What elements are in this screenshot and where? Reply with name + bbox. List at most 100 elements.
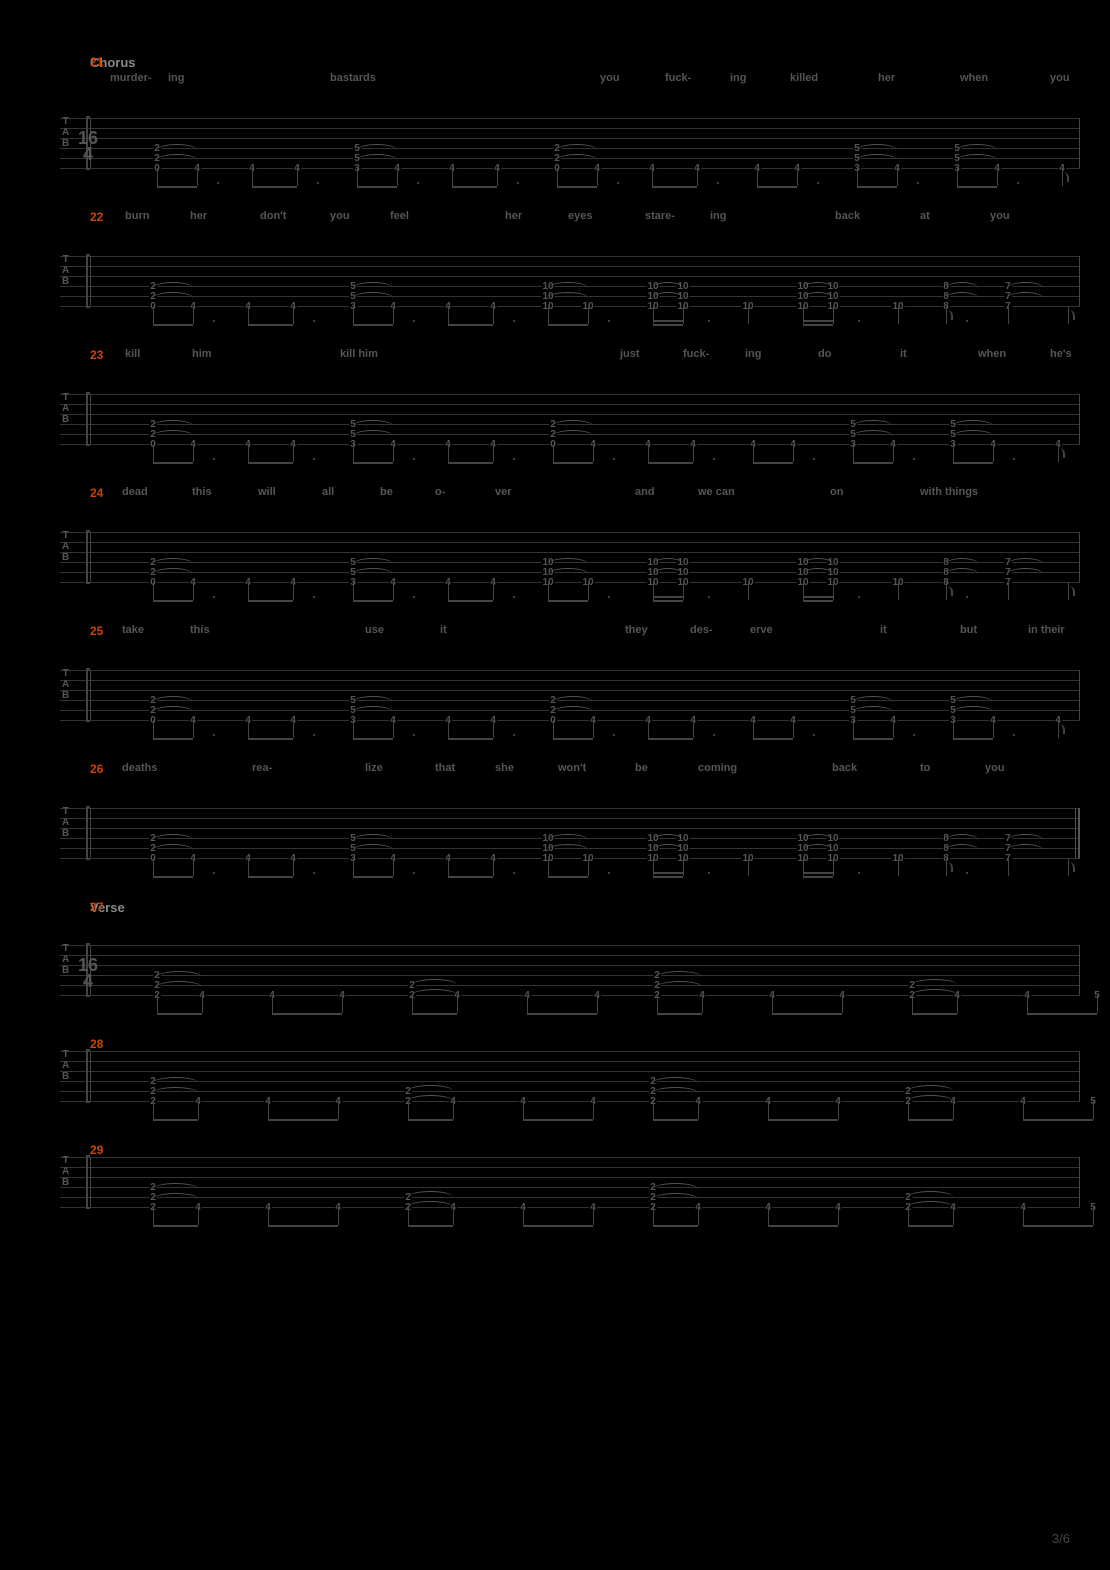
lyric-word: lize bbox=[365, 762, 383, 774]
time-signature: 164 bbox=[78, 957, 98, 989]
tab-staff: TAB16422044455344422044444553455344 bbox=[60, 104, 1080, 182]
lyric-word: be bbox=[380, 486, 393, 498]
lyric-word: she bbox=[495, 762, 514, 774]
section-label: Chorus bbox=[90, 55, 1080, 70]
tab-clef: TAB bbox=[62, 1155, 69, 1188]
lyric-word: rea- bbox=[252, 762, 272, 774]
lyric-word: it bbox=[900, 348, 907, 360]
tab-staff: TAB1642224442244422244422445 bbox=[60, 931, 1080, 1009]
measure-22: burn her don't you feel her eyes stare-ing back a… bbox=[30, 210, 1080, 320]
tab-clef: TAB bbox=[62, 1049, 69, 1082]
lyric-word: we can bbox=[698, 486, 735, 498]
lyric-word: this bbox=[190, 624, 210, 636]
lyric-word: ing bbox=[730, 72, 747, 84]
lyric-word: ing bbox=[168, 72, 185, 84]
tab-clef: TAB bbox=[62, 530, 69, 563]
lyric-row: killhimkill himjustfuck-ingdoitwhenhe's bbox=[90, 348, 1080, 364]
tab-staff: TAB2204445534441010101010101010101010101… bbox=[60, 794, 1080, 872]
page-number: 3/6 bbox=[1052, 1531, 1070, 1546]
bar-number: 27 bbox=[90, 900, 103, 914]
lyric-word: fuck- bbox=[683, 348, 709, 360]
lyric-word: kill him bbox=[340, 348, 378, 360]
measure-21: Chorus murder-ing bastards you fuck-ing kille… bbox=[30, 55, 1080, 182]
lyric-word: erve bbox=[750, 624, 773, 636]
lyric-word: they bbox=[625, 624, 648, 636]
tab-page: Chorusmurder-ingbastardsyoufuck-ingkille… bbox=[0, 0, 1110, 1221]
bar-number: 25 bbox=[90, 624, 103, 638]
tab-staff: TAB2204445534441010101010101010101010101… bbox=[60, 242, 1080, 320]
lyric-word: it bbox=[880, 624, 887, 636]
lyric-word: all bbox=[322, 486, 334, 498]
lyric-word: and bbox=[635, 486, 655, 498]
lyric-word: dead bbox=[122, 486, 148, 498]
lyric-word: stare- bbox=[645, 210, 675, 222]
measure-24: deadthiswillallbeo-verandwe canonwith th… bbox=[30, 486, 1080, 596]
lyric-word: back bbox=[835, 210, 860, 222]
lyric-word: ing bbox=[710, 210, 727, 222]
tab-staff: TAB22044455344422044444553455344 bbox=[60, 656, 1080, 734]
tab-staff: TAB2224442244422244422445 bbox=[60, 1037, 1080, 1115]
lyric-word: when bbox=[960, 72, 988, 84]
lyric-word: use bbox=[365, 624, 384, 636]
lyric-word: you bbox=[985, 762, 1005, 774]
bar-number: 21 bbox=[90, 55, 103, 69]
measure-25: takethisuseittheydes-erveitbutin their25… bbox=[30, 624, 1080, 734]
bar-number: 26 bbox=[90, 762, 103, 776]
lyric-word: deaths bbox=[122, 762, 157, 774]
lyric-word: murder- bbox=[110, 72, 152, 84]
tab-clef: TAB bbox=[62, 392, 69, 425]
lyric-word: when bbox=[978, 348, 1006, 360]
tab-clef: TAB bbox=[62, 806, 69, 839]
lyric-word: it bbox=[440, 624, 447, 636]
bar-number: 24 bbox=[90, 486, 103, 500]
lyric-word: her bbox=[505, 210, 522, 222]
measure-29: 29TAB2224442244422244422445 bbox=[30, 1143, 1080, 1221]
bar-number: 23 bbox=[90, 348, 103, 362]
lyric-word: do bbox=[818, 348, 831, 360]
section-label: Verse bbox=[90, 900, 1080, 915]
lyric-row: deaths rea-lize that she won't be coming back to… bbox=[90, 762, 1080, 778]
lyric-word: will bbox=[258, 486, 276, 498]
tab-clef: TAB bbox=[62, 116, 69, 149]
lyric-word: kill bbox=[125, 348, 140, 360]
lyric-word: at bbox=[920, 210, 930, 222]
lyric-word: to bbox=[920, 762, 930, 774]
lyric-word: feel bbox=[390, 210, 409, 222]
lyric-word: eyes bbox=[568, 210, 592, 222]
lyric-word: bastards bbox=[330, 72, 376, 84]
lyric-word: burn bbox=[125, 210, 149, 222]
lyric-word: you bbox=[600, 72, 620, 84]
lyric-row: deadthiswillallbeo-verandwe canonwith th… bbox=[90, 486, 1080, 502]
lyric-word: but bbox=[960, 624, 977, 636]
lyric-word: take bbox=[122, 624, 144, 636]
tab-clef: TAB bbox=[62, 943, 69, 976]
lyric-word: her bbox=[190, 210, 207, 222]
bar-number: 22 bbox=[90, 210, 103, 224]
lyric-word: that bbox=[435, 762, 455, 774]
tab-clef: TAB bbox=[62, 668, 69, 701]
measure-27: Verse27TAB1642224442244422244422445 bbox=[30, 900, 1080, 1009]
measure-28: 28TAB2224442244422244422445 bbox=[30, 1037, 1080, 1115]
lyric-word: he's bbox=[1050, 348, 1072, 360]
lyric-word: you bbox=[330, 210, 350, 222]
measure-23: killhimkill himjustfuck-ingdoitwhenhe's2… bbox=[30, 348, 1080, 458]
lyric-word: on bbox=[830, 486, 843, 498]
lyric-word: ver bbox=[495, 486, 512, 498]
lyric-word: you bbox=[1050, 72, 1070, 84]
lyric-word: back bbox=[832, 762, 857, 774]
lyric-row: takethisuseittheydes-erveitbutin their bbox=[90, 624, 1080, 640]
lyric-word: be bbox=[635, 762, 648, 774]
lyric-word: don't bbox=[260, 210, 286, 222]
tab-staff: TAB2224442244422244422445 bbox=[60, 1143, 1080, 1221]
lyric-word: killed bbox=[790, 72, 818, 84]
lyric-word: coming bbox=[698, 762, 737, 774]
lyric-word: o- bbox=[435, 486, 445, 498]
measures-container: Chorusmurder-ingbastardsyoufuck-ingkille… bbox=[30, 55, 1080, 1221]
lyric-word: in their bbox=[1028, 624, 1065, 636]
measure-26: deaths rea-lize that she won't be coming back to… bbox=[30, 762, 1080, 872]
lyric-word: won't bbox=[558, 762, 586, 774]
lyric-word: this bbox=[192, 486, 212, 498]
lyric-word: just bbox=[620, 348, 640, 360]
lyric-word: fuck- bbox=[665, 72, 691, 84]
lyric-word: him bbox=[192, 348, 212, 360]
